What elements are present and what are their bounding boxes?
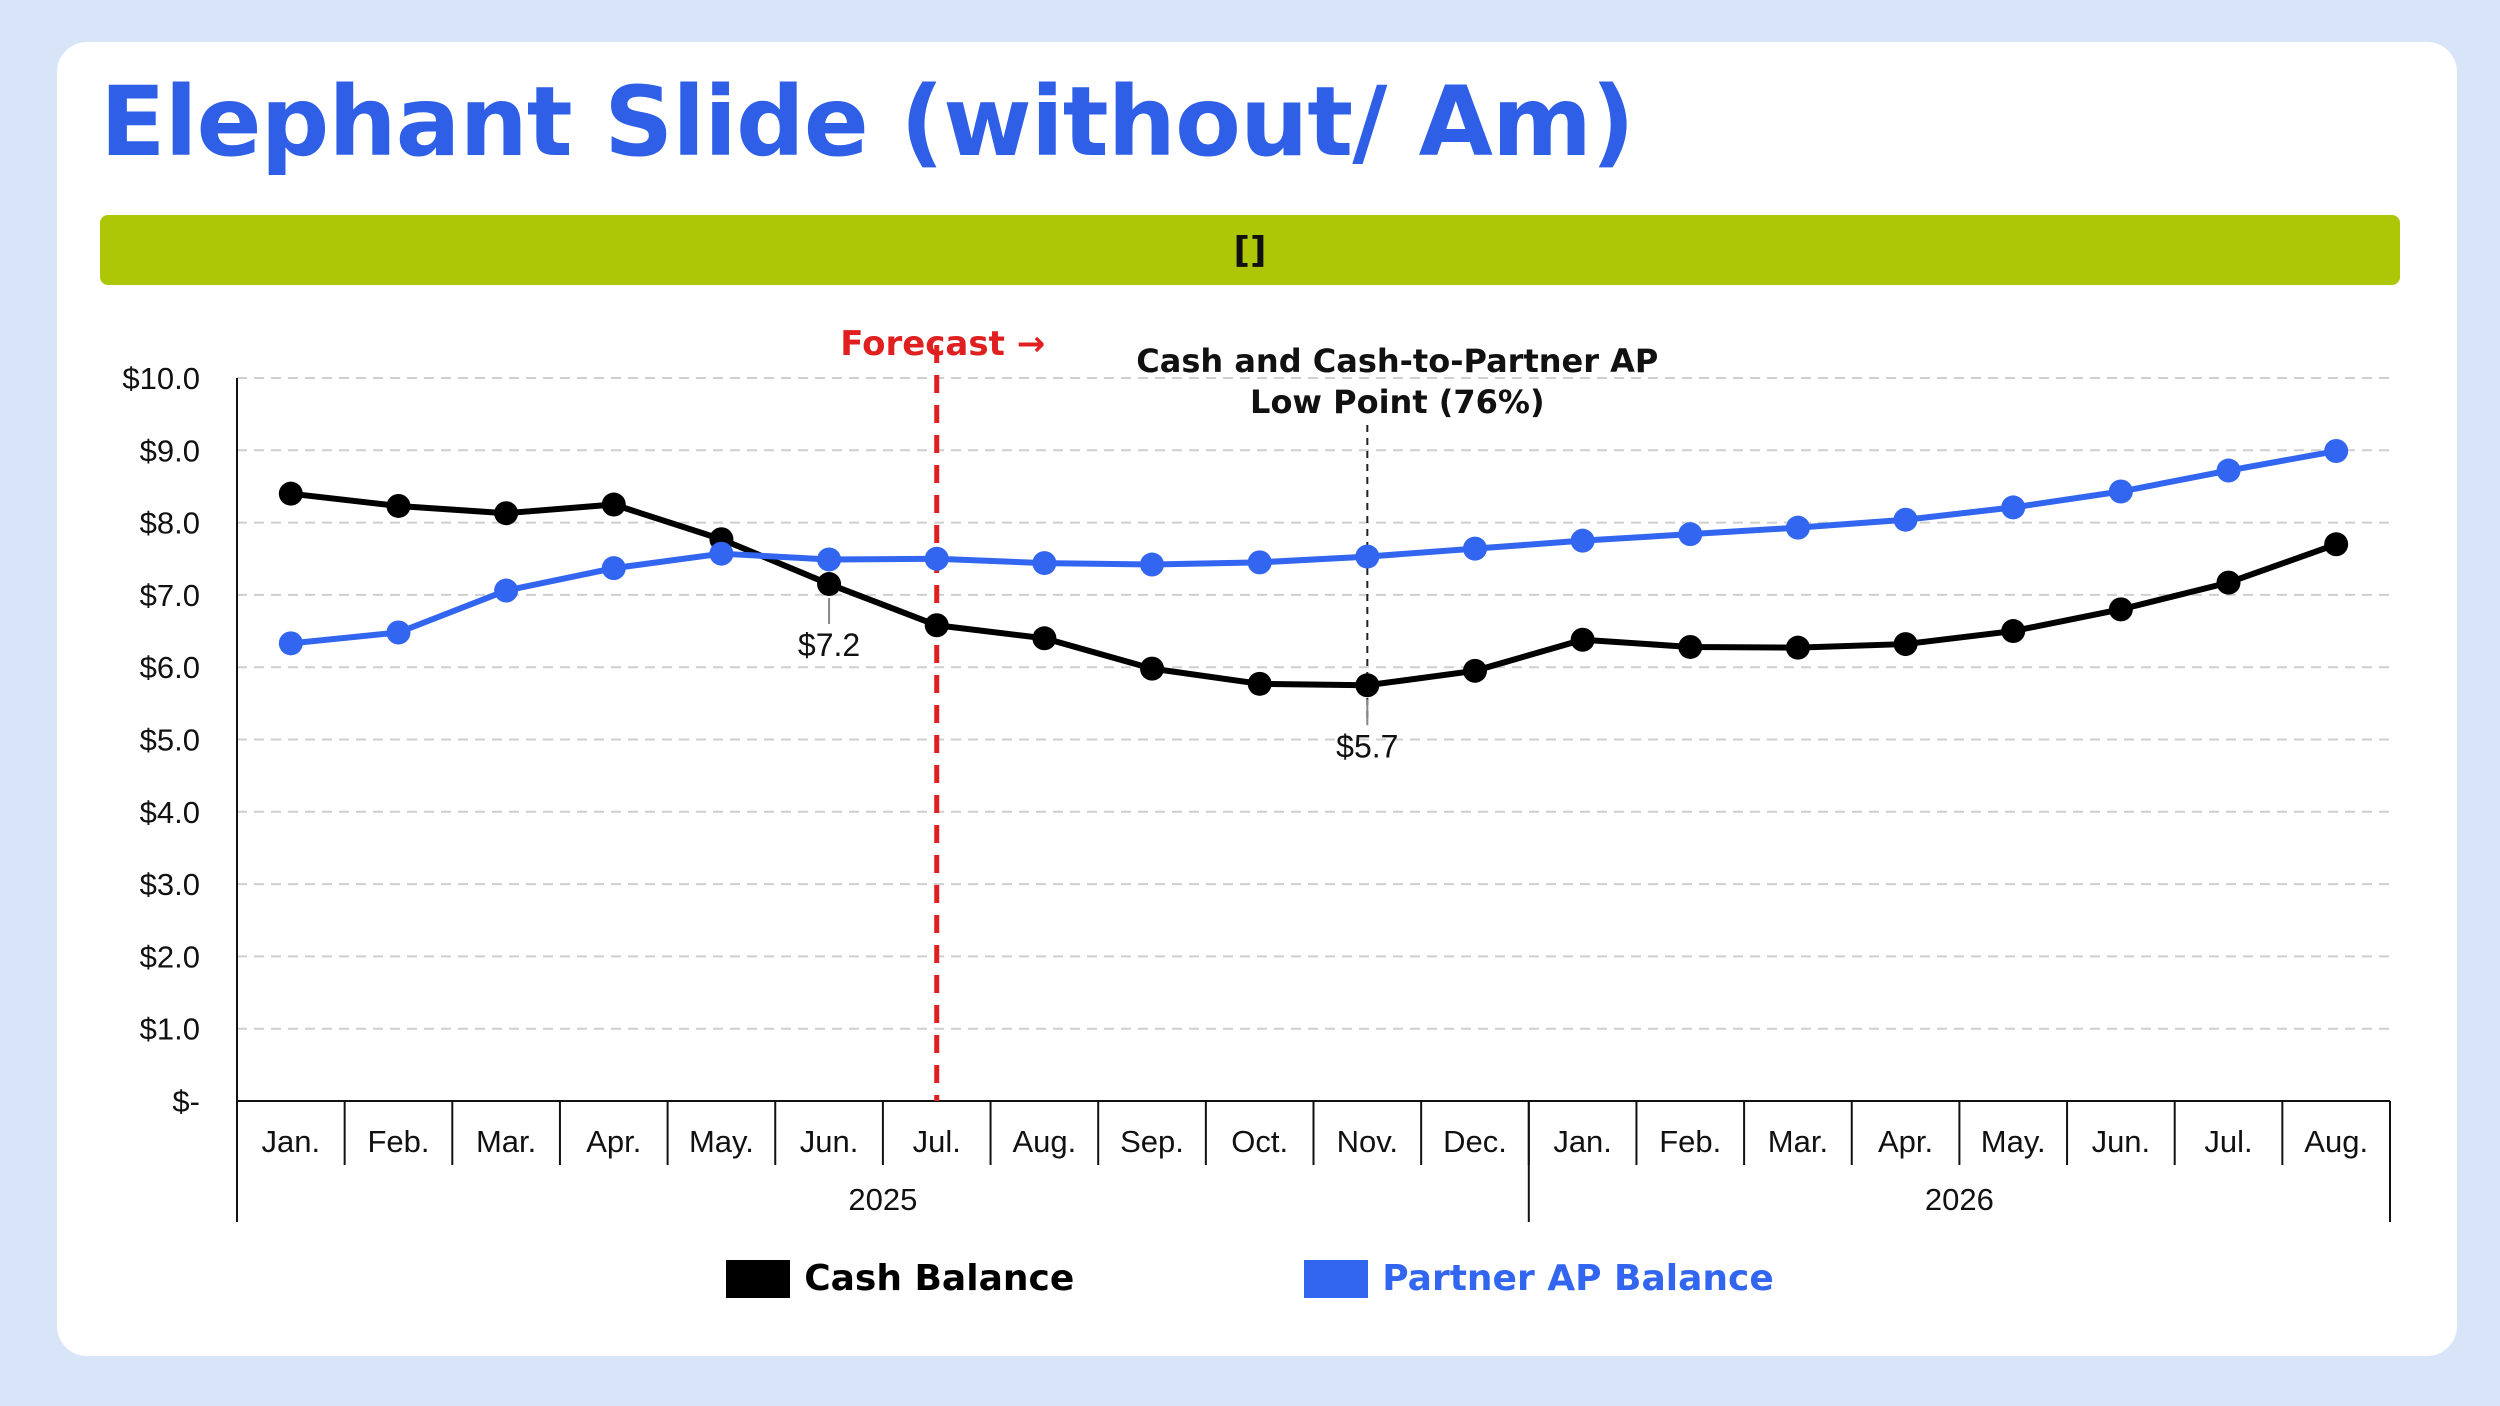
- data-point-cash: [924, 613, 949, 638]
- y-tick-label: $9.0: [140, 433, 200, 468]
- cash-data-label-jun: $7.2: [798, 627, 860, 663]
- data-point-partner-ap: [386, 620, 411, 645]
- x-tick-label: May.: [689, 1124, 754, 1159]
- data-point-partner-ap: [1785, 515, 1810, 540]
- y-tick-label: $5.0: [140, 723, 200, 758]
- forecast-label: Forecast →: [840, 324, 1045, 364]
- data-point-cash: [2108, 597, 2133, 622]
- data-point-partner-ap: [924, 546, 949, 571]
- y-tick-label: $1.0: [140, 1012, 200, 1047]
- data-point-cash: [1678, 634, 1703, 659]
- data-point-partner-ap: [278, 631, 303, 656]
- legend-label-cash: Cash Balance: [804, 1258, 1075, 1299]
- data-point-partner-ap: [2108, 479, 2133, 504]
- data-point-cash: [1570, 627, 1595, 652]
- chart-legend: Cash Balance Partner AP Balance: [0, 1258, 2500, 1299]
- data-point-partner-ap: [2001, 495, 2026, 520]
- x-tick-label: Aug.: [2304, 1124, 2368, 1159]
- legend-item-cash: Cash Balance: [726, 1258, 1074, 1299]
- data-point-partner-ap: [1462, 536, 1487, 561]
- y-tick-label: $6.0: [140, 650, 200, 685]
- low-point-subtitle: Low Point (76%): [1250, 383, 1545, 421]
- data-point-cash: [817, 572, 842, 597]
- data-point-partner-ap: [1032, 551, 1057, 576]
- data-point-partner-ap: [601, 556, 626, 581]
- x-tick-label: Sep.: [1120, 1124, 1184, 1159]
- x-tick-label: Jan.: [262, 1124, 321, 1159]
- x-tick-label: Jul.: [913, 1124, 961, 1159]
- data-point-partner-ap: [1893, 507, 1918, 532]
- data-point-partner-ap: [1570, 528, 1595, 553]
- x-tick-label: Feb.: [367, 1124, 429, 1159]
- y-tick-label: $-: [172, 1084, 200, 1119]
- x-tick-label: May.: [1981, 1124, 2046, 1159]
- x-tick-label: Dec.: [1443, 1124, 1507, 1159]
- data-point-cash: [1247, 671, 1272, 696]
- x-tick-label: Jun.: [2092, 1124, 2151, 1159]
- data-point-cash: [1140, 656, 1165, 681]
- x-tick-label: Aug.: [1012, 1124, 1076, 1159]
- data-point-partner-ap: [817, 547, 842, 572]
- data-point-partner-ap: [494, 578, 519, 603]
- year-group-label: 2026: [1925, 1182, 1994, 1217]
- legend-label-partner: Partner AP Balance: [1382, 1258, 1774, 1299]
- y-tick-label: $2.0: [140, 939, 200, 974]
- data-point-cash: [1893, 632, 1918, 657]
- legend-item-partner: Partner AP Balance: [1304, 1258, 1774, 1299]
- data-point-cash: [1355, 673, 1380, 698]
- data-point-partner-ap: [1355, 544, 1380, 569]
- data-point-partner-ap: [1140, 552, 1165, 577]
- x-tick-label: Mar.: [476, 1124, 536, 1159]
- data-point-partner-ap: [1678, 522, 1703, 547]
- legend-swatch-partner: [1304, 1259, 1369, 1298]
- x-tick-label: Jan.: [1553, 1124, 1612, 1159]
- year-group-label: 2025: [848, 1182, 917, 1217]
- data-point-cash: [2001, 619, 2026, 644]
- x-tick-label: Nov.: [1337, 1124, 1398, 1159]
- data-point-cash: [2324, 532, 2349, 557]
- data-point-partner-ap: [2216, 458, 2241, 483]
- y-tick-label: $8.0: [140, 506, 200, 541]
- x-tick-label: Feb.: [1659, 1124, 1721, 1159]
- low-point-title: Cash and Cash-to-Partner AP: [1136, 342, 1658, 380]
- data-point-cash: [386, 493, 411, 518]
- data-point-partner-ap: [1247, 550, 1272, 575]
- series-line-cash: [290, 490, 2338, 689]
- x-tick-label: Mar.: [1768, 1124, 1828, 1159]
- series-line-partner-ap: [290, 448, 2337, 647]
- banner-text: []: [1233, 229, 1267, 271]
- y-tick-label: $7.0: [140, 578, 200, 613]
- data-point-cash: [601, 492, 626, 517]
- data-point-cash: [1785, 635, 1810, 660]
- x-tick-label: Jun.: [800, 1124, 859, 1159]
- y-tick-label: $10.0: [122, 361, 200, 396]
- cash-data-label-nov: $5.7: [1336, 728, 1398, 764]
- legend-swatch-cash: [726, 1259, 791, 1298]
- data-point-partner-ap: [709, 541, 734, 566]
- data-point-cash: [278, 481, 303, 506]
- data-point-cash: [1032, 626, 1057, 651]
- y-tick-label: $3.0: [140, 867, 200, 902]
- data-point-cash: [1462, 658, 1487, 683]
- y-tick-label: $4.0: [140, 795, 200, 830]
- data-point-cash: [494, 501, 519, 526]
- x-tick-label: Jul.: [2204, 1124, 2252, 1159]
- banner-bar: []: [100, 215, 2400, 285]
- x-tick-label: Oct.: [1231, 1124, 1288, 1159]
- page-title: Elephant Slide (without/ Am): [100, 66, 1635, 178]
- x-tick-label: Apr.: [1878, 1124, 1933, 1159]
- x-tick-label: Apr.: [586, 1124, 641, 1159]
- data-point-cash: [2216, 570, 2241, 595]
- data-point-partner-ap: [2324, 439, 2349, 464]
